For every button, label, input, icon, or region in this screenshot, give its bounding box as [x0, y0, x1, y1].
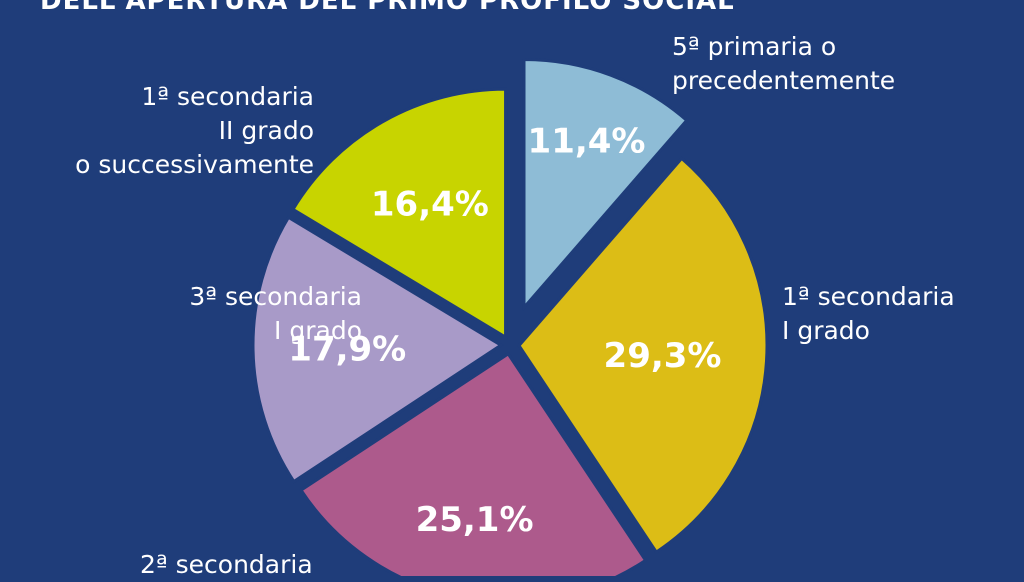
slice-label-1-secondaria-II-grado: 1ª secondaria II grado o successivamente — [75, 80, 314, 182]
slice-label-line: 2ª secondaria — [140, 550, 313, 579]
slice-label-line: 1ª secondaria — [141, 82, 314, 111]
slice-label-1-secondaria-I-grado: 1ª secondaria I grado — [782, 280, 955, 348]
slice-label-primaria: 5ª primaria o precedentemente — [672, 30, 895, 98]
slice-1-secondaria-I-grado-value-label: 29,3% — [604, 336, 722, 376]
slice-label-line: o successivamente — [75, 150, 314, 179]
slice-3-secondaria-I-grado-value-label: 17,9% — [288, 329, 406, 369]
slice-label-line: I grado — [274, 316, 362, 345]
slice-primaria — [522, 58, 689, 312]
slice-label-line: precedentemente — [672, 66, 896, 95]
slice-label-3-secondaria-I-grado: 3ª secondaria I grado — [189, 280, 362, 348]
slice-label-2-secondaria: 2ª secondaria — [140, 548, 313, 582]
slice-1-secondaria-II-grado-value-label: 16,4% — [371, 184, 489, 224]
slice-label-line: II grado — [218, 116, 314, 145]
slice-1-secondaria-II-grado — [290, 87, 508, 340]
slice-label-line: 3ª secondaria — [189, 282, 362, 311]
slice-primaria-value-label: 11,4% — [528, 121, 646, 161]
slice-2-secondaria — [298, 351, 648, 576]
chart-title: DELL'APERTURA DEL PRIMO PROFILO SOCIAL — [40, 0, 735, 16]
slice-label-line: 5ª primaria o — [672, 32, 837, 61]
slice-1-secondaria-I-grado — [517, 156, 769, 555]
slice-2-secondaria-value-label: 25,1% — [416, 500, 534, 540]
slice-label-line: 1ª secondaria — [782, 282, 955, 311]
slice-3-secondaria-I-grado — [251, 215, 504, 484]
slice-label-line: I grado — [782, 316, 870, 345]
